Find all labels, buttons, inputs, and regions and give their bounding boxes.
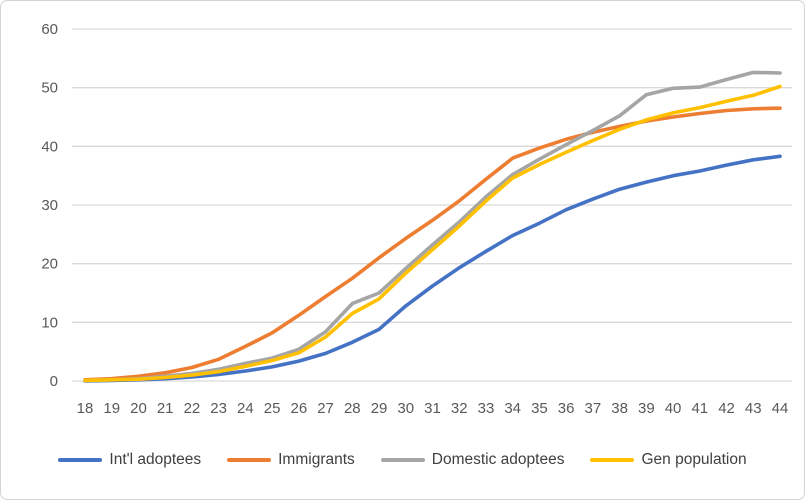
y-axis-label: 50 [41,80,58,97]
x-axis-label: 42 [718,400,735,417]
x-axis-label: 27 [317,400,334,417]
x-axis-label: 38 [611,400,628,417]
legend-line-swatch-blue [58,458,103,462]
x-axis-label: 31 [424,400,441,417]
x-axis-label: 18 [77,400,94,417]
legend-label: Int'l adoptees [109,451,202,468]
y-axis-label: 30 [41,197,58,214]
x-axis-label: 28 [344,400,361,417]
x-axis-label: 35 [531,400,548,417]
legend-line-swatch-gray [380,458,425,462]
x-axis-label: 36 [558,400,575,417]
x-axis-label: 44 [772,400,789,417]
x-axis-label: 29 [371,400,388,417]
x-axis-label: 33 [478,400,495,417]
legend-line-swatch-yellow [590,458,635,462]
x-axis-label: 19 [103,400,120,417]
x-axis-label: 20 [130,400,147,417]
series-line-immigrants [83,106,782,382]
legend-item-gen-population: Gen population [590,451,747,469]
x-axis-label: 26 [291,400,308,417]
legend-label: Immigrants [278,451,355,468]
legend-label: Domestic adoptees [431,451,565,468]
y-axis-label: 20 [41,256,58,273]
series-line-domestic-adoptees [83,70,782,383]
x-axis-label: 43 [745,400,762,417]
series-line-int-l-adoptees [83,154,782,383]
x-axis-label: 24 [237,400,254,417]
y-axis-label: 10 [41,314,58,331]
x-axis-label: 30 [397,400,414,417]
x-axis-label: 40 [665,400,682,417]
x-axis-label: 37 [585,400,602,417]
x-axis-label: 39 [638,400,655,417]
x-axis-label: 41 [691,400,708,417]
x-axis-label: 25 [264,400,281,417]
x-axis-label: 34 [504,400,521,417]
series-line-gen-population [83,84,782,383]
x-axis-label: 32 [451,400,468,417]
legend-label: Gen population [641,451,747,468]
legend-line-swatch-orange [227,458,272,462]
x-axis-label: 22 [184,400,201,417]
legend-item-intl-adoptees: Int'l adoptees [58,451,201,469]
y-axis-label: 60 [41,21,58,38]
y-axis-label: 40 [41,138,58,155]
y-axis-label: 0 [50,373,58,390]
chart-legend: Int'l adoptees Immigrants Domestic adopt… [1,451,804,469]
x-axis-label: 23 [210,400,227,417]
x-axis-label: 21 [157,400,174,417]
legend-item-domestic-adoptees: Domestic adoptees [380,451,565,469]
legend-item-immigrants: Immigrants [227,451,355,469]
chart-plot-area: 0 10 20 30 40 50 60 18 19 20 21 22 23 24 25 26 27 28 29 30 3… [41,21,792,417]
